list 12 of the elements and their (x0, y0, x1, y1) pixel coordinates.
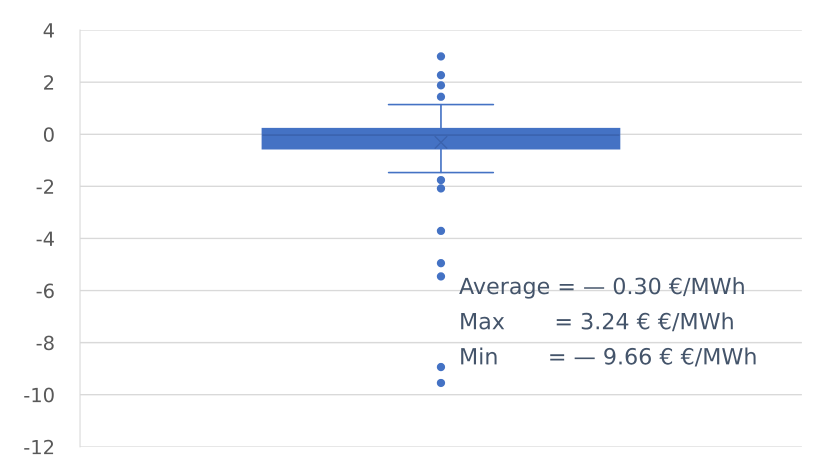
annotation: Min = — 9.66 € €/MWh (461, 347, 756, 366)
y-tick-label: -12 (24, 440, 54, 454)
y-tick-label: -10 (24, 388, 54, 402)
annotation: Average = — 0.30 €/MWh (459, 277, 744, 299)
y-tick-label: 0 (44, 127, 54, 142)
annotation: Max = 3.24 € €/MWh (461, 312, 733, 332)
y-tick-label: -8 (36, 336, 54, 350)
y-tick-label: 4 (44, 23, 54, 38)
y-tick-label: 2 (44, 75, 54, 90)
y-tick-label: -2 (36, 179, 54, 194)
y-tick-label: -4 (36, 232, 54, 246)
y-tick-label: -6 (36, 283, 54, 298)
